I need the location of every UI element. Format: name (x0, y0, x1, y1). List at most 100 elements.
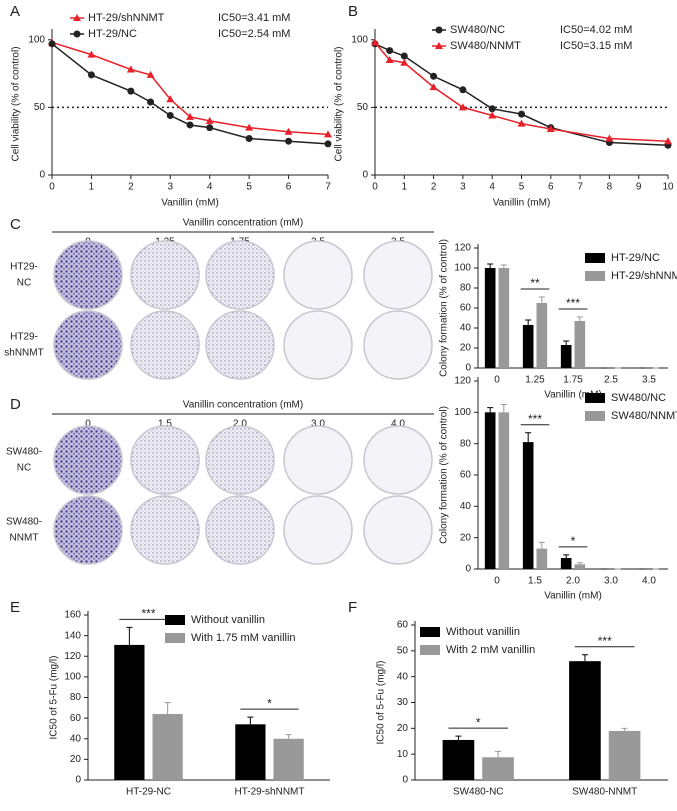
y-tick-label: 60 (460, 470, 472, 481)
x-tick-label: 3 (460, 182, 466, 193)
bar (484, 412, 496, 569)
bar (522, 325, 534, 368)
x-tick-label: 7 (577, 182, 583, 193)
x-axis-label: Vanillin (mM) (544, 591, 602, 602)
error-bar (285, 734, 292, 739)
legend-label: SW480/NNMT (450, 40, 521, 52)
y-tick-label: 0 (402, 775, 408, 786)
marker (488, 111, 497, 119)
panel-letter: B (348, 3, 358, 20)
annotation: IC50=3.15 mM (560, 40, 632, 52)
annotation: IC50=4.02 mM (560, 24, 632, 36)
x-tick-label: 6 (286, 182, 292, 193)
error-bar (576, 316, 583, 321)
bar (536, 548, 548, 569)
plate-row-label: NNMT (10, 533, 39, 544)
bar (522, 442, 534, 569)
y-tick-label: 30 (397, 697, 409, 708)
error-bar (563, 554, 570, 559)
bar (574, 564, 586, 569)
fit-line (374, 43, 669, 146)
marker (126, 65, 135, 73)
plate-row-label: shNNMT (4, 348, 43, 359)
marker (546, 125, 555, 133)
y-tick-label: 80 (460, 438, 472, 449)
x-tick-label: 6 (548, 182, 554, 193)
plate-concentration: 0 (85, 419, 91, 430)
culture-plate (283, 425, 353, 495)
y-tick-label: 80 (460, 283, 472, 294)
legend-label: SW480/NNMT (611, 410, 677, 422)
y-tick-label: 120 (64, 651, 81, 662)
marker (166, 111, 174, 119)
y-tick-label: 20 (460, 532, 472, 543)
bar (114, 644, 145, 780)
bar (569, 661, 601, 780)
marker (664, 137, 672, 145)
error-bar (487, 407, 494, 413)
x-tick-label: 2 (431, 182, 437, 193)
y-tick-label: 100 (454, 407, 471, 418)
marker (186, 121, 194, 129)
culture-plate (130, 425, 200, 495)
y-tick-label: 40 (397, 671, 409, 682)
x-tick-label: 1.5 (528, 576, 542, 587)
x-tick-label: 2.0 (566, 576, 580, 587)
x-axis-label: Vanillin (mM) (493, 198, 551, 209)
marker (73, 14, 81, 21)
x-tick-label: 2 (128, 182, 134, 193)
y-tick-label: 50 (357, 102, 369, 113)
legend-label: Without vanillin (446, 626, 520, 638)
marker (205, 116, 214, 124)
y-axis-label: Cell viability (% of control) (11, 46, 22, 161)
x-tick-label: SW480-NC (453, 787, 504, 798)
x-tick-label: 4 (489, 182, 495, 193)
marker (517, 119, 526, 127)
marker (166, 95, 175, 103)
marker (186, 112, 194, 120)
error-bar (455, 735, 462, 740)
y-tick-label: 100 (64, 672, 81, 683)
annotation: IC50=2.54 mM (218, 28, 290, 40)
x-tick-label: 1 (402, 182, 408, 193)
y-tick-label: 50 (397, 645, 409, 656)
legend-label: With 1.75 mM vanillin (191, 632, 296, 644)
error-bar (500, 264, 507, 268)
x-tick-label: 5 (519, 182, 525, 193)
culture-plate (53, 240, 123, 310)
y-tick-label: 0 (39, 170, 45, 181)
bar (152, 714, 183, 780)
error-bar (126, 626, 133, 645)
legend-label: HT-29/shNNMT (611, 270, 677, 282)
error-bar (538, 541, 545, 549)
legend-swatch (165, 633, 185, 643)
legend-swatch (420, 645, 440, 655)
marker (73, 30, 81, 38)
marker (245, 123, 254, 131)
legend-label: SW480/NC (450, 24, 505, 36)
plate-concentration: 3.0 (311, 419, 325, 430)
culture-plate (205, 310, 275, 380)
panel-letter: D (10, 396, 21, 413)
panel-letter: E (10, 599, 20, 616)
bar (482, 757, 514, 780)
y-axis-label: Colony formation (% of control) (439, 239, 450, 377)
marker (285, 137, 293, 145)
marker (429, 83, 438, 91)
culture-plate (53, 310, 123, 380)
significance: ** (530, 276, 540, 290)
significance: * (571, 534, 576, 548)
bar (498, 412, 510, 569)
error-bar (164, 702, 171, 714)
x-axis-label: Vanillin (mM) (544, 390, 602, 401)
panel-letter: F (348, 599, 357, 616)
marker (127, 87, 135, 95)
x-tick-label: HT-29-shNNMT (234, 787, 304, 798)
marker (435, 42, 443, 49)
y-tick-label: 100 (454, 263, 471, 274)
error-bar (525, 319, 532, 325)
marker (518, 110, 525, 118)
y-axis-label: Cell viability (% of control) (334, 46, 345, 161)
plate-row-label: HT29- (10, 262, 38, 273)
marker (435, 26, 443, 34)
